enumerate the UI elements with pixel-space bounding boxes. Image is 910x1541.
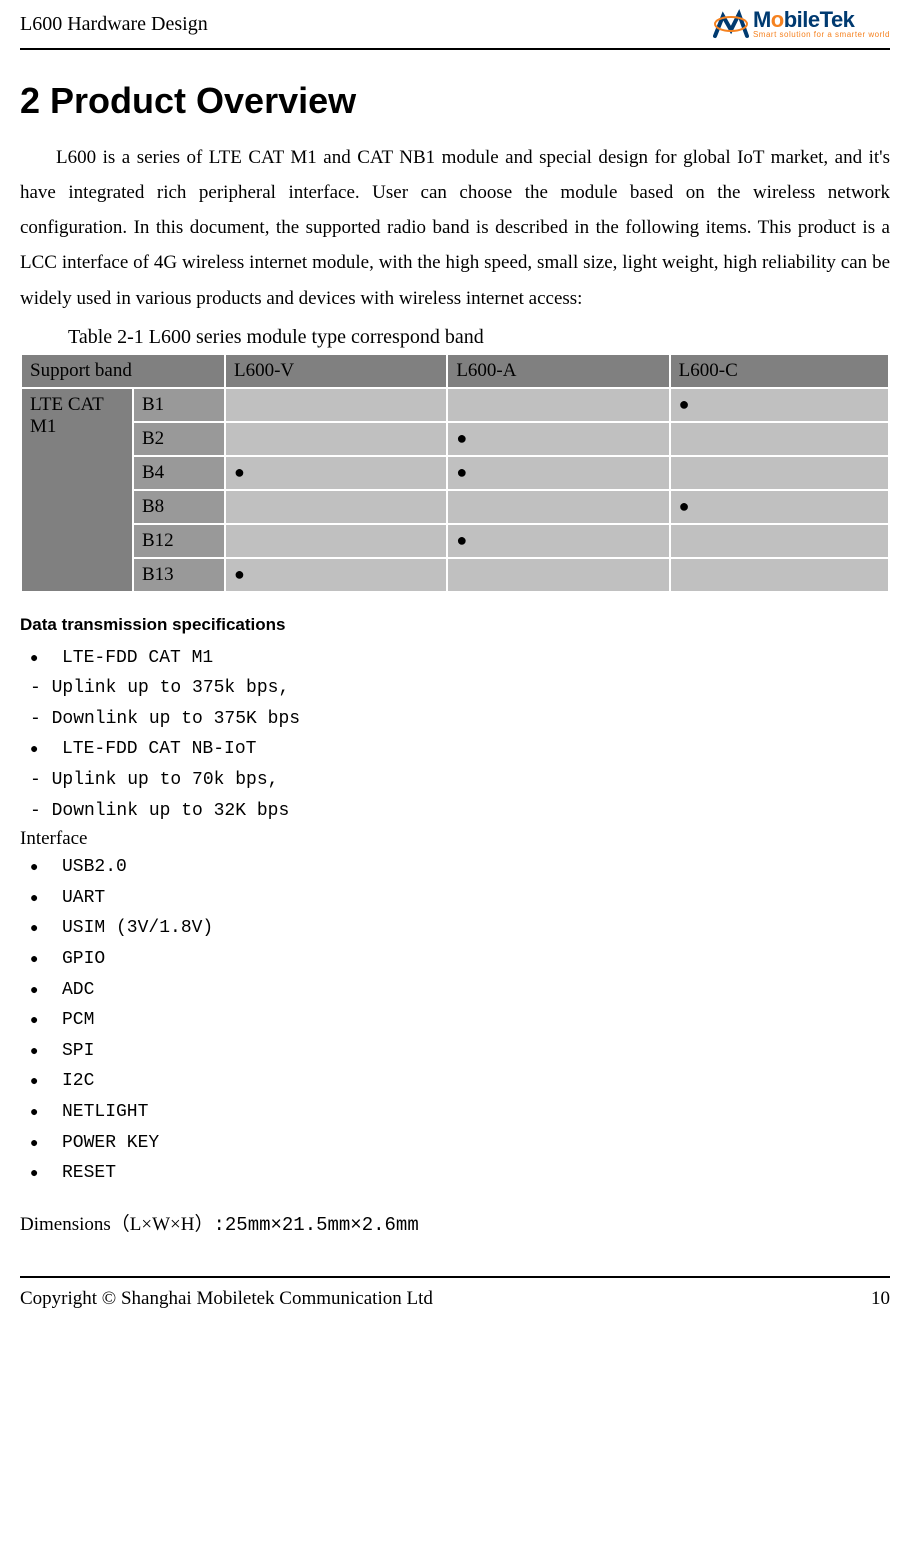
list-item: USIM (3V/1.8V)	[30, 913, 890, 944]
table-caption: Table 2-1 L600 series module type corres…	[68, 326, 890, 349]
value-cell: ●	[448, 423, 668, 455]
table-row: B13 ●	[22, 559, 888, 591]
dimensions-value: :25mm×21.5mm×2.6mm	[213, 1214, 418, 1236]
logo: MobileTek Smart solution for a smarter w…	[713, 8, 890, 40]
page-number: 10	[871, 1288, 890, 1310]
value-cell: ●	[671, 389, 888, 421]
value-cell	[671, 457, 888, 489]
list-item: RESET	[30, 1158, 890, 1189]
band-table: Support band L600-V L600-A L600-C LTE CA…	[20, 353, 890, 593]
list-item: SPI	[30, 1036, 890, 1067]
dimensions: Dimensions（L×W×H）:25mm×21.5mm×2.6mm	[20, 1209, 890, 1236]
value-cell	[671, 559, 888, 591]
doc-title: L600 Hardware Design	[20, 13, 208, 36]
table-row: LTE CAT M1B1●	[22, 389, 888, 421]
list-item: UART	[30, 883, 890, 914]
band-label-cell: B2	[134, 423, 224, 455]
list-item: I2C	[30, 1066, 890, 1097]
value-cell	[226, 389, 446, 421]
table-row: B4 ● ●	[22, 457, 888, 489]
data-spec-heading: Data transmission specifications	[20, 615, 890, 635]
supported-dot-icon: ●	[234, 462, 245, 482]
col-l600a: L600-A	[448, 355, 668, 387]
value-cell	[448, 491, 668, 523]
value-cell	[448, 389, 668, 421]
supported-dot-icon: ●	[234, 564, 245, 584]
supported-dot-icon: ●	[679, 394, 690, 414]
section-title: 2 Product Overview	[20, 80, 890, 122]
logo-main: MobileTek	[753, 9, 890, 31]
list-item: - Downlink up to 32K bps	[30, 796, 890, 827]
supported-dot-icon: ●	[456, 462, 467, 482]
value-cell: ●	[226, 559, 446, 591]
page-header: L600 Hardware Design MobileTek Smart sol…	[20, 0, 890, 50]
table-header-row: Support band L600-V L600-A L600-C	[22, 355, 888, 387]
list-item: - Downlink up to 375K bps	[30, 704, 890, 735]
interface-list: USB2.0UARTUSIM (3V/1.8V)GPIOADCPCMSPII2C…	[30, 852, 890, 1189]
supported-dot-icon: ●	[456, 530, 467, 550]
value-cell	[226, 423, 446, 455]
list-item: USB2.0	[30, 852, 890, 883]
category-cell: LTE CAT M1	[22, 389, 132, 591]
dimensions-label: Dimensions（L×W×H）	[20, 1214, 213, 1235]
table-row: B2 ●	[22, 423, 888, 455]
logo-icon	[713, 8, 749, 40]
table-row: B12 ●	[22, 525, 888, 557]
logo-text: MobileTek Smart solution for a smarter w…	[753, 9, 890, 39]
logo-tagline: Smart solution for a smarter world	[753, 31, 890, 39]
copyright: Copyright © Shanghai Mobiletek Communica…	[20, 1288, 433, 1310]
value-cell	[671, 525, 888, 557]
band-label-cell: B8	[134, 491, 224, 523]
band-label-cell: B12	[134, 525, 224, 557]
data-spec-list: LTE-FDD CAT M1- Uplink up to 375k bps,- …	[30, 643, 890, 827]
band-label-cell: B4	[134, 457, 224, 489]
value-cell	[671, 423, 888, 455]
page-footer: Copyright © Shanghai Mobiletek Communica…	[20, 1276, 890, 1330]
list-item: PCM	[30, 1005, 890, 1036]
value-cell: ●	[448, 457, 668, 489]
col-l600c: L600-C	[671, 355, 888, 387]
list-item: ADC	[30, 975, 890, 1006]
interface-heading: Interface	[20, 828, 890, 850]
value-cell	[226, 525, 446, 557]
supported-dot-icon: ●	[679, 496, 690, 516]
list-item: - Uplink up to 375k bps,	[30, 673, 890, 704]
col-l600v: L600-V	[226, 355, 446, 387]
band-label-cell: B1	[134, 389, 224, 421]
list-item: LTE-FDD CAT M1	[30, 643, 890, 674]
table-row: B8 ●	[22, 491, 888, 523]
value-cell: ●	[448, 525, 668, 557]
list-item: NETLIGHT	[30, 1097, 890, 1128]
value-cell: ●	[226, 457, 446, 489]
list-item: - Uplink up to 70k bps,	[30, 765, 890, 796]
value-cell: ●	[671, 491, 888, 523]
section-body: L600 is a series of LTE CAT M1 and CAT N…	[20, 140, 890, 316]
col-support-band: Support band	[22, 355, 224, 387]
value-cell	[226, 491, 446, 523]
list-item: LTE-FDD CAT NB-IoT	[30, 734, 890, 765]
band-label-cell: B13	[134, 559, 224, 591]
list-item: GPIO	[30, 944, 890, 975]
list-item: POWER KEY	[30, 1128, 890, 1159]
value-cell	[448, 559, 668, 591]
supported-dot-icon: ●	[456, 428, 467, 448]
